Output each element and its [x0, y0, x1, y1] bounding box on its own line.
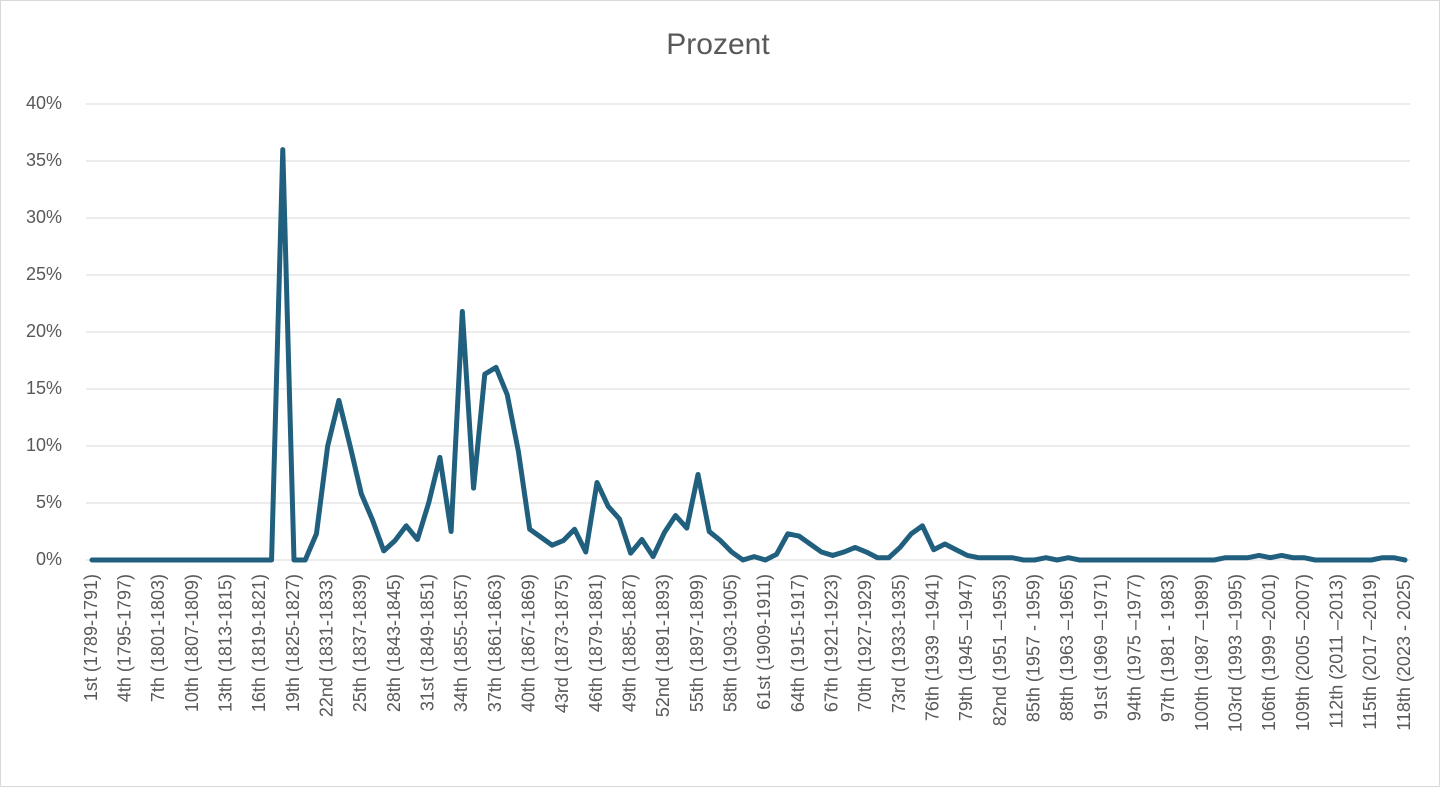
x-tick-label: 16th (1819-1821) [249, 574, 269, 712]
x-tick-label: 46th (1879-1881) [586, 574, 606, 712]
x-tick-label: 112th (2011 –2013) [1326, 574, 1346, 728]
x-tick-label: 106th (1999 –2001) [1259, 574, 1279, 731]
x-tick-label: 4th (1795-1797) [114, 574, 134, 702]
x-tick-label: 118th (2023 - 2025) [1394, 574, 1414, 731]
x-tick-label: 91st (1969 –1971) [1091, 574, 1111, 720]
x-tick-label: 10th (1807-1809) [182, 574, 202, 712]
x-tick-label: 1st (1789-1791) [81, 574, 101, 701]
x-tick-label: 52nd (1891-1893) [653, 574, 673, 717]
x-tick-label: 76th (1939 –1941) [922, 574, 942, 721]
x-tick-label: 64th (1915-1917) [788, 574, 808, 712]
x-tick-label: 7th (1801-1803) [148, 574, 168, 702]
y-tick-label: 10% [26, 435, 62, 455]
x-tick-label: 13th (1813-1815) [215, 574, 235, 712]
y-tick-label: 30% [26, 207, 62, 227]
y-tick-label: 25% [26, 264, 62, 284]
x-tick-label: 34th (1855-1857) [451, 574, 471, 712]
x-tick-label: 61st (1909-1911) [754, 574, 774, 710]
x-tick-label: 40th (1867-1869) [518, 574, 538, 712]
x-tick-label: 103rd (1993 –1995) [1225, 574, 1245, 732]
x-tick-label: 58th (1903-1905) [720, 574, 740, 712]
x-tick-label: 28th (1843-1845) [384, 574, 404, 712]
x-tick-label: 109th (2005 –2007) [1293, 574, 1313, 731]
y-tick-label: 5% [36, 492, 62, 512]
x-tick-label: 94th (1975 –1977) [1124, 574, 1144, 721]
x-tick-label: 70th (1927-1929) [855, 574, 875, 712]
chart-title: Prozent [666, 28, 770, 61]
y-tick-label: 20% [26, 321, 62, 341]
x-tick-label: 49th (1885-1887) [619, 574, 639, 712]
x-tick-label: 19th (1825-1827) [283, 574, 303, 712]
x-tick-label: 67th (1921-1923) [821, 574, 841, 712]
x-tick-label: 115th (2017 –2019) [1360, 574, 1380, 730]
x-tick-label: 37th (1861-1863) [485, 574, 505, 712]
x-tick-label: 31st (1849-1851) [417, 574, 437, 711]
y-tick-label: 0% [36, 549, 62, 569]
x-tick-label: 73rd (1933-1935) [889, 574, 909, 713]
x-tick-label: 82nd (1951 –1953) [990, 574, 1010, 726]
y-tick-label: 15% [26, 378, 62, 398]
y-tick-label: 35% [26, 150, 62, 170]
y-tick-label: 40% [26, 93, 62, 113]
x-tick-label: 25th (1837-1839) [350, 574, 370, 712]
x-tick-label: 43rd (1873-1875) [552, 574, 572, 713]
x-tick-label: 88th (1963 –1965) [1057, 574, 1077, 721]
data-line [89, 147, 1408, 563]
x-tick-label: 22nd (1831-1833) [316, 574, 336, 717]
x-tick-label: 97th (1981 - 1983) [1158, 574, 1178, 722]
x-tick-label: 100th (1987 –1989) [1192, 574, 1212, 731]
x-tick-label: 79th (1945 –1947) [956, 574, 976, 721]
x-tick-label: 55th (1897-1899) [687, 574, 707, 712]
x-tick-label: 85th (1957 - 1959) [1023, 574, 1043, 722]
